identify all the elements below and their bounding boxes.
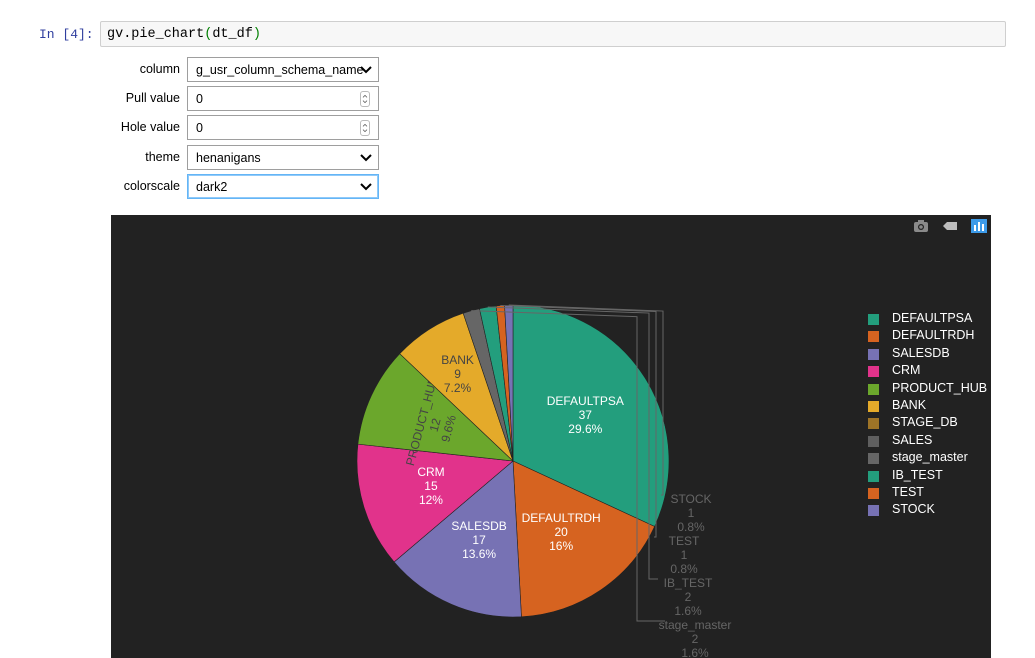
code-close-paren: ) <box>252 27 261 42</box>
camera-icon[interactable] <box>913 219 929 233</box>
column-label: column <box>139 62 180 76</box>
slice-label: 37 <box>579 408 593 422</box>
slice-outside-label: 1.6% <box>674 604 702 618</box>
legend-label: TEST <box>892 485 924 499</box>
slice-label: DEFAULTPSA <box>547 394 624 408</box>
legend-label: BANK <box>892 398 927 412</box>
chevron-down-icon <box>360 66 372 74</box>
hole-value-text: 0 <box>196 121 203 135</box>
slice-label: 16% <box>549 539 573 553</box>
pull-value-input[interactable]: 0 <box>187 86 379 111</box>
legend-swatch <box>868 331 879 343</box>
cell-prompt: In [4]: <box>39 27 94 42</box>
tag-icon[interactable] <box>942 219 958 233</box>
slice-leader-line <box>487 306 658 580</box>
legend-swatch <box>868 366 879 378</box>
spinner-icon[interactable] <box>360 91 370 107</box>
slice-label: SALESDB <box>451 519 506 533</box>
legend-swatch <box>868 348 879 360</box>
spinner-icon[interactable] <box>360 120 370 136</box>
slice-outside-label: IB_TEST <box>664 576 713 590</box>
plotly-logo-icon[interactable] <box>971 219 987 233</box>
slice-outside-label: stage_master <box>659 618 732 632</box>
slice-label: 20 <box>554 525 568 539</box>
slice-outside-label: 1.6% <box>681 646 709 658</box>
colorscale-dropdown[interactable]: dark2 <box>187 174 379 199</box>
column-dropdown[interactable]: g_usr_column_schema_name <box>187 57 379 82</box>
code-cell-input[interactable]: gv.pie_chart(dt_df) <box>100 21 1006 47</box>
slice-outside-label: 2 <box>692 632 699 646</box>
pie-slice-salesdb[interactable] <box>393 460 522 618</box>
slice-label: 9.6% <box>438 413 459 443</box>
legend-swatch <box>868 418 879 430</box>
code-function: gv.pie_chart <box>107 27 205 42</box>
slice-outside-label: 0.8% <box>677 520 705 534</box>
column-value: g_usr_column_schema_name <box>196 63 364 77</box>
chevron-down-icon <box>360 183 372 191</box>
pie-slice-product-hub[interactable] <box>357 353 514 462</box>
theme-value: henanigans <box>196 151 261 165</box>
plot-area: DEFAULTPSA 37 29.6% DEFAULTRDH 20 16% SALESDB 1… <box>111 215 991 658</box>
legend-swatch <box>868 488 879 499</box>
legend-label: DEFAULTPSA <box>892 311 973 325</box>
legend-label: stage_master <box>892 450 968 465</box>
theme-label: theme <box>145 150 180 164</box>
code-line: gv.pie_chart(dt_df) <box>107 27 261 42</box>
legend-swatch <box>868 401 879 412</box>
legend-label: STOCK <box>892 502 935 517</box>
slice-leader-line <box>508 304 664 496</box>
legend-label: SALES <box>892 432 933 447</box>
slice-label: 12 <box>427 416 444 433</box>
legend-swatch <box>868 453 879 465</box>
slice-leader-line <box>471 310 665 622</box>
pull-value-text: 0 <box>196 92 203 106</box>
slice-outside-label: 2 <box>685 590 692 604</box>
colorscale-value: dark2 <box>196 180 228 194</box>
slice-label: 29.6% <box>568 422 602 436</box>
slice-label: CRM <box>417 465 444 479</box>
code-open-paren: ( <box>204 27 213 42</box>
slice-label: 17 <box>472 533 486 547</box>
legend-label: IB_TEST <box>892 467 943 482</box>
legend-label: SALESDB <box>892 345 950 360</box>
legend-swatch <box>868 435 879 447</box>
legend-label: DEFAULTRDH <box>892 328 975 343</box>
slice-label: DEFAULTRDH <box>522 511 601 525</box>
pie-slice-defaultrdh[interactable] <box>512 460 655 618</box>
slice-leader-line <box>500 305 657 538</box>
slice-label: 12% <box>419 493 443 507</box>
slice-label: 15 <box>424 479 438 493</box>
hole-value-input[interactable]: 0 <box>187 115 379 140</box>
slice-outside-label: 1 <box>681 548 688 562</box>
slice-label: 9 <box>454 367 461 381</box>
theme-dropdown[interactable]: henanigans <box>187 145 379 170</box>
legend-swatch <box>868 470 879 482</box>
legend-swatch <box>868 383 879 395</box>
legend-swatch <box>868 314 879 325</box>
pie-slice-crm[interactable] <box>356 443 514 563</box>
legend-label: STAGE_DB <box>892 415 958 430</box>
legend-label: CRM <box>892 363 921 378</box>
colorscale-label: colorscale <box>123 179 180 193</box>
chevron-down-icon <box>360 154 372 162</box>
slice-outside-label: STOCK <box>670 492 711 506</box>
hole-value-label: Hole value <box>120 120 180 134</box>
slice-label: 7.2% <box>444 381 472 395</box>
slice-label: BANK <box>441 353 474 367</box>
slice-label: 13.6% <box>462 547 496 561</box>
slice-outside-label: 0.8% <box>670 562 698 576</box>
slice-outside-label: 1 <box>688 506 695 520</box>
slice-outside-label: TEST <box>669 534 700 548</box>
pie-chart: DEFAULTPSA3729.6%DEFAULTRDH2016%SALESDB1… <box>356 304 732 658</box>
code-argument: dt_df <box>212 27 253 42</box>
pull-value-label: Pull value <box>125 91 180 105</box>
legend-swatch <box>868 505 879 517</box>
legend-label: PRODUCT_HUB <box>892 380 988 395</box>
